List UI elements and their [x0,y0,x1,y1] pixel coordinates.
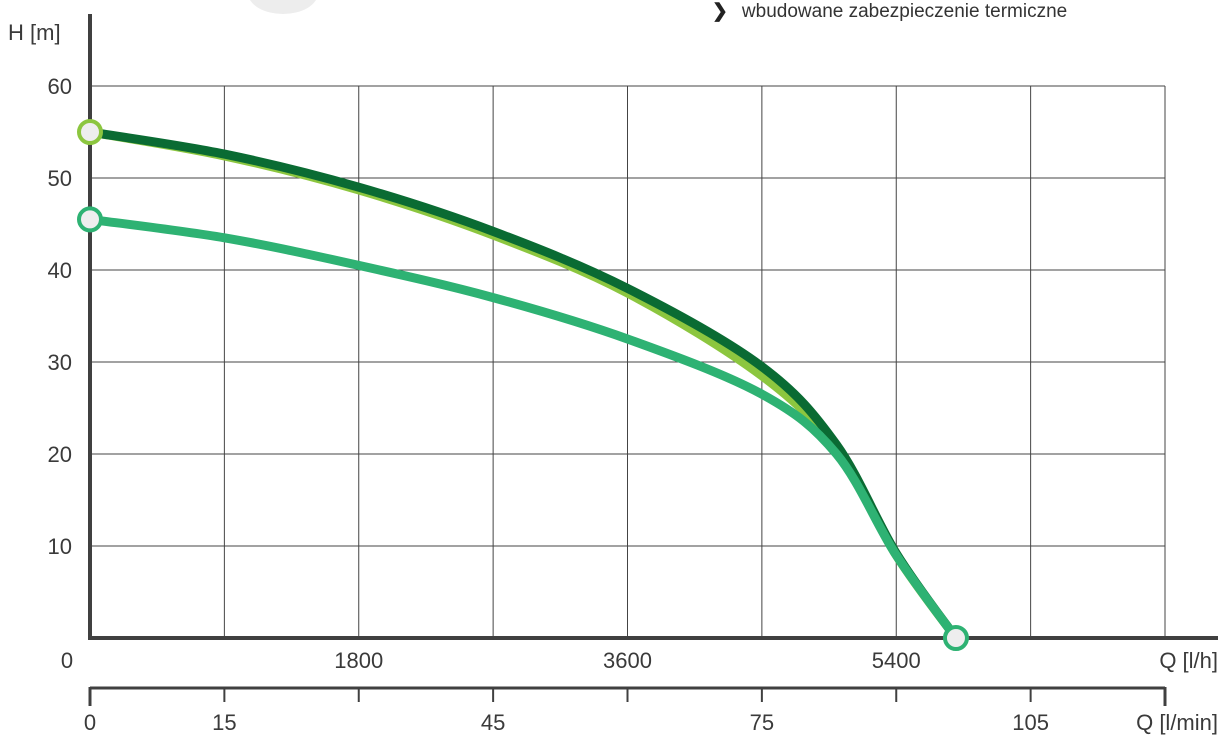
x2-tick-label: 105 [1012,710,1049,735]
x-origin-label: 0 [61,648,73,673]
feature-note: ❯ wbudowane zabezpieczenie termiczne [712,0,1067,23]
series-marker-3 [77,206,103,233]
chevron-right-icon: ❯ [712,1,728,22]
x2-tick-label: 15 [212,710,236,735]
y-axis-label: H [m] [8,20,61,45]
y-tick-label: 50 [48,166,72,191]
y-tick-label: 40 [48,258,72,283]
x2-axis-label: Q [l/min] [1136,710,1218,735]
x-tick-label: 5400 [872,648,921,673]
series-marker-3 [942,625,969,651]
series-line-2 [85,127,961,643]
x2-tick-label: 75 [750,710,774,735]
y-tick-label: 20 [48,442,72,467]
x2-tick-label: 0 [84,710,96,735]
x-tick-label: 1800 [334,648,383,673]
series-line-3 [85,214,961,643]
series-marker-1 [77,119,103,145]
decorative-shape [248,0,318,14]
x-tick-label: 3600 [603,648,652,673]
y-tick-label: 30 [48,350,72,375]
y-tick-label: 60 [48,74,72,99]
y-tick-label: 10 [48,534,72,559]
x2-tick-label: 45 [481,710,505,735]
x-axis-label: Q [l/h] [1159,648,1218,673]
feature-note-text: wbudowane zabezpieczenie termiczne [741,1,1068,22]
series-line-1 [85,127,961,643]
